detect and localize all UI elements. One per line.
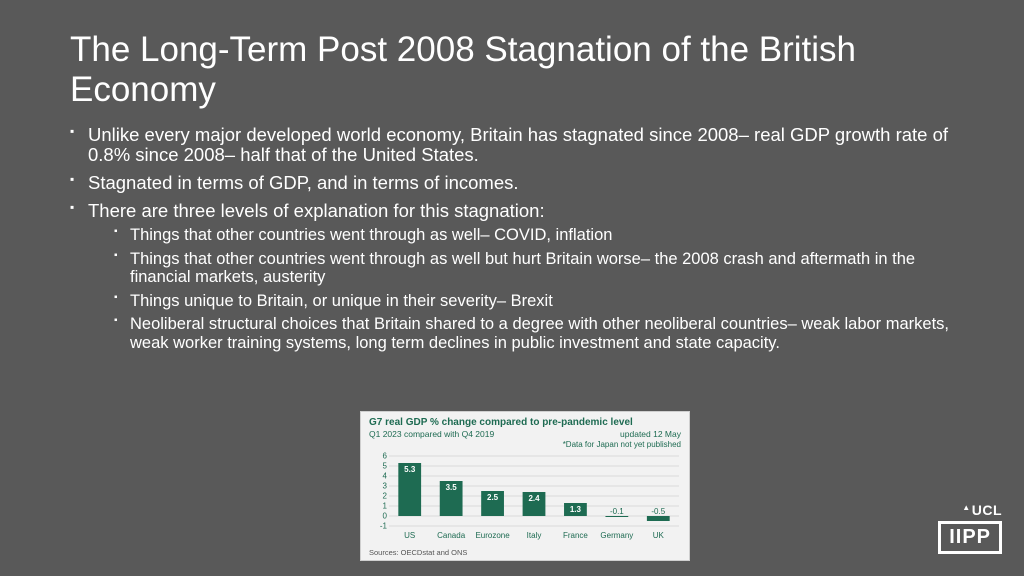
gdp-chart: G7 real GDP % change compared to pre-pan…	[360, 411, 690, 561]
chart-source: Sources: OECDstat and ONS	[369, 548, 467, 557]
sub-bullet-item: Neoliberal structural choices that Brita…	[114, 315, 964, 352]
svg-text:Canada: Canada	[437, 531, 466, 540]
svg-text:US: US	[404, 531, 415, 540]
svg-text:1.3: 1.3	[570, 505, 582, 514]
bullet-item: There are three levels of explanation fo…	[70, 201, 964, 353]
sub-bullet-item: Things unique to Britain, or unique in t…	[114, 292, 964, 310]
chart-subtitle-left: Q1 2023 compared with Q4 2019	[369, 429, 494, 439]
chart-plot: 5.3 US 3.5 Canada 2.5 Eurozone 2.4 Italy 1.3 Fran…	[389, 454, 679, 540]
svg-text:2.4: 2.4	[528, 494, 540, 503]
svg-text:Germany: Germany	[600, 531, 633, 540]
logo-iipp: IIPP	[938, 521, 1002, 554]
svg-text:France: France	[563, 531, 588, 540]
svg-text:Eurozone: Eurozone	[475, 531, 510, 540]
logo-ucl-text: UCL	[972, 502, 1002, 518]
svg-text:-0.1: -0.1	[610, 507, 624, 516]
svg-text:5.3: 5.3	[404, 465, 416, 474]
slide-title: The Long-Term Post 2008 Stagnation of th…	[70, 30, 964, 111]
svg-text:UK: UK	[653, 531, 665, 540]
bullet-item: Unlike every major developed world econo…	[70, 125, 964, 166]
bullet-item: Stagnated in terms of GDP, and in terms …	[70, 173, 964, 194]
logo: ▲UCL IIPP	[938, 502, 1002, 554]
svg-text:3.5: 3.5	[446, 483, 458, 492]
sub-bullet-item: Things that other countries went through…	[114, 250, 964, 287]
bullet-text: There are three levels of explanation fo…	[88, 200, 545, 221]
sub-bullet-item: Things that other countries went through…	[114, 226, 964, 244]
chart-title: G7 real GDP % change compared to pre-pan…	[361, 412, 689, 428]
bullet-list: Unlike every major developed world econo…	[70, 125, 964, 353]
slide: The Long-Term Post 2008 Stagnation of th…	[0, 0, 1024, 576]
svg-text:2.5: 2.5	[487, 493, 499, 502]
chart-note: *Data for Japan not yet published	[361, 439, 689, 449]
chart-subtitle-right: updated 12 May	[620, 429, 681, 439]
svg-text:-0.5: -0.5	[651, 507, 665, 516]
svg-text:Italy: Italy	[527, 531, 542, 540]
logo-ucl: ▲UCL	[938, 502, 1002, 518]
chart-yaxis: -10123456	[369, 454, 387, 540]
chart-subtitle-row: Q1 2023 compared with Q4 2019 updated 12…	[361, 428, 689, 439]
sub-bullet-list: Things that other countries went through…	[88, 226, 964, 352]
